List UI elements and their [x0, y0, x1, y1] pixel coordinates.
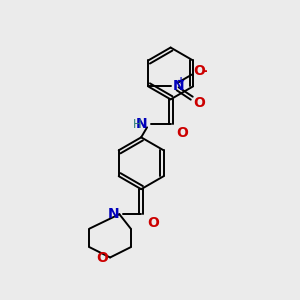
- Text: N: N: [135, 117, 147, 131]
- Text: -: -: [201, 64, 207, 78]
- Text: +: +: [177, 76, 185, 85]
- Text: H: H: [133, 118, 142, 130]
- Text: O: O: [96, 251, 108, 265]
- Text: N: N: [173, 79, 185, 93]
- Text: O: O: [176, 126, 188, 140]
- Text: O: O: [193, 96, 205, 110]
- Text: N: N: [108, 207, 119, 221]
- Text: O: O: [147, 216, 159, 230]
- Text: O: O: [193, 64, 205, 78]
